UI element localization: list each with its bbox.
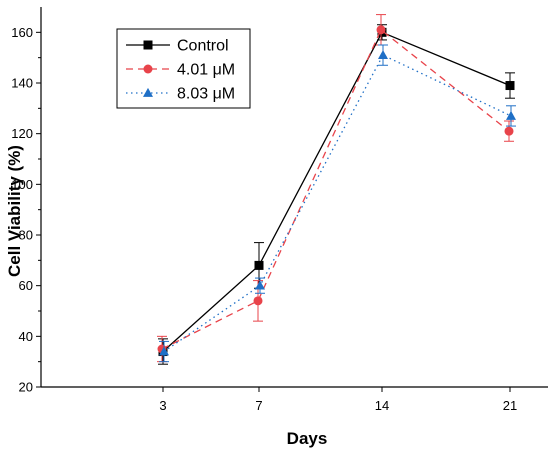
legend-marker — [143, 64, 153, 74]
data-point — [378, 49, 388, 60]
y-axis-title: Cell Viability (%) — [5, 145, 24, 277]
y-tick-label: 80 — [19, 228, 33, 243]
series-line — [162, 31, 511, 353]
series-layer — [157, 14, 516, 365]
x-tick-label: 21 — [503, 398, 517, 413]
series-2 — [159, 44, 516, 363]
data-point — [255, 280, 265, 290]
data-point — [504, 126, 514, 136]
legend-label: 4.01 μM — [177, 62, 235, 79]
y-tick-label: 160 — [11, 25, 33, 40]
x-tick-label: 7 — [255, 398, 262, 413]
series-line — [161, 28, 510, 350]
y-tick-label: 40 — [19, 329, 33, 344]
x-tick-label: 14 — [375, 398, 389, 413]
data-point — [506, 110, 516, 120]
legend: Control 4.01 μM 8.03 μM — [116, 28, 251, 109]
plot-frame — [40, 7, 548, 388]
x-tick-label: 3 — [159, 398, 166, 413]
x-axis-title: Days — [287, 429, 328, 448]
series-1 — [157, 14, 514, 363]
data-point — [254, 260, 264, 270]
y-axis: 20 40 60 80 100 120 140 160 — [11, 25, 41, 395]
y-tick-label: 20 — [19, 380, 33, 395]
data-point — [376, 25, 386, 35]
legend-marker — [143, 40, 153, 50]
legend-marker — [143, 87, 153, 97]
data-point — [159, 346, 169, 356]
y-tick-label: 100 — [11, 177, 33, 192]
data-point — [253, 296, 263, 306]
legend-label: Control — [177, 38, 229, 55]
y-tick-label: 60 — [19, 278, 33, 293]
x-axis: 3 7 14 21 — [159, 387, 517, 413]
y-tick-label: 120 — [11, 126, 33, 141]
legend-label: 8.03 μM — [177, 86, 235, 103]
y-tick-label: 140 — [11, 76, 33, 91]
data-point — [505, 81, 515, 91]
